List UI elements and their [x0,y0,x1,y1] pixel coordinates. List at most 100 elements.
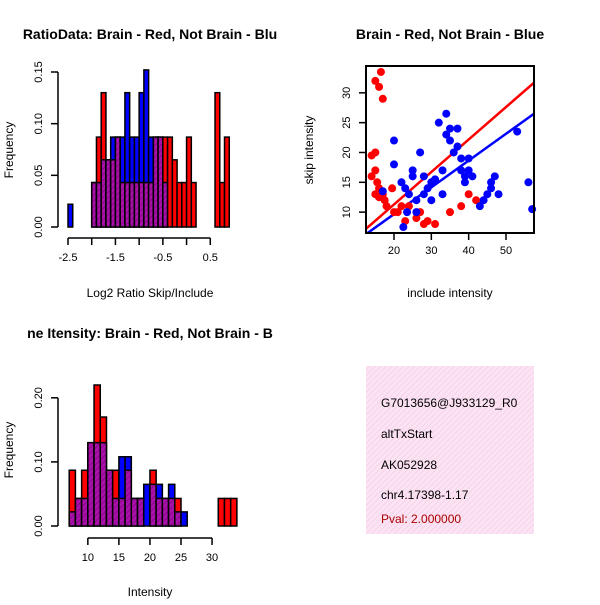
scatter-title: Brain - Red, Not Brain - Blue [356,26,544,42]
bar-not-brain [142,483,151,527]
point-not-brain [446,124,454,133]
point-not-brain [438,166,447,175]
bar-overlap [93,441,102,527]
point-not-brain [479,196,488,205]
x-tick-label: 50 [500,245,512,257]
point-not-brain [399,223,408,232]
bar-brain [214,91,221,228]
y-tick-label: 20 [341,146,353,158]
point-not-brain [427,196,436,205]
point-not-brain [460,172,469,181]
point-not-brain [390,136,398,145]
x-tick-label: 15 [113,552,125,564]
ratio-histogram-panel: RatioData: Brain - Red, Not Brain - Blu … [2,26,277,300]
point-not-brain [442,109,451,118]
bar-overlap [136,497,145,527]
point-not-brain [442,130,451,139]
x-tick-label: 30 [206,552,218,564]
point-not-brain [468,172,477,181]
point-brain [378,94,387,103]
point-not-brain [412,208,421,217]
intensity-histogram-y-axis: 0.00 0.10 0.20 [33,387,59,537]
bar-overlap [161,497,170,527]
intensity-histogram-panel: ne Itensity: Brain - Red, Not Brain - B … [2,325,273,599]
bar-brain [190,181,197,228]
point-not-brain [490,172,499,181]
y-tick-label: 0.20 [33,387,45,408]
point-not-brain [423,184,432,193]
point-not-brain [464,166,473,175]
y-tick-label: 10 [341,206,353,218]
point-not-brain [397,178,406,187]
info-location: chr4.17398-1.17 [381,488,469,502]
x-tick-label: -1.5 [106,252,125,264]
intensity-histogram-ylabel: Frequency [2,422,16,479]
point-brain [367,151,376,160]
y-tick-label: 0.10 [33,451,45,472]
y-tick-label: 0.00 [33,216,45,237]
bar-overlap [130,497,139,527]
point-not-brain [494,190,503,199]
bar-overlap [118,497,126,527]
point-not-brain [403,208,412,217]
x-tick-label: 25 [175,552,187,564]
point-not-brain [453,142,462,151]
bar-overlap [149,483,157,527]
bar-brain [223,136,231,228]
info-panel: G7013656@J933129_R0 altTxStart AK052928 … [366,366,534,534]
info-accession: AK052928 [381,458,437,472]
point-not-brain [412,196,421,205]
point-not-brain [434,118,443,127]
point-brain [388,184,397,193]
bar-overlap [174,511,182,527]
point-brain [431,220,440,229]
point-not-brain [390,160,398,169]
point-not-brain [460,178,469,187]
point-brain [419,220,428,229]
x-tick-label: 0.5 [203,252,218,264]
point-not-brain [449,148,458,157]
bar-overlap [87,441,95,527]
y-tick-label: 30 [341,87,353,99]
x-tick-label: 30 [425,245,437,257]
y-tick-label: 0.00 [33,515,45,536]
info-pval: Pval: 2.000000 [381,512,461,526]
ratio-histogram-y-axis: 0.00 0.05 0.10 0.15 [33,61,59,238]
y-tick-label: 0.15 [33,61,45,82]
ratio-histogram-bars [67,69,231,228]
bar-overlap [80,497,89,527]
y-tick-label: 25 [341,117,353,129]
bar-brain [217,497,226,527]
point-not-brain [464,154,473,163]
y-tick-label: 15 [341,176,353,188]
info-event-type: altTxStart [381,427,433,441]
ratio-histogram-title: RatioData: Brain - Red, Not Brain - Blu [23,26,277,42]
point-brain [375,193,384,202]
x-tick-label: 10 [82,552,94,564]
bar-not-brain [67,203,74,228]
point-not-brain [513,127,522,136]
point-brain [376,67,385,76]
point-not-brain [457,166,466,175]
bar-overlap [68,511,77,527]
point-not-brain [438,190,447,199]
x-tick-label: 40 [463,245,475,257]
point-not-brain [408,166,417,175]
bar-brain [229,497,238,527]
x-tick-label: 20 [388,245,400,257]
point-not-brain [524,178,533,187]
point-not-brain [416,148,425,157]
info-probe-id: G7013656@J933129_R0 [381,396,518,410]
bar-overlap [74,497,83,527]
point-not-brain [404,190,413,199]
point-not-brain [453,124,462,133]
ratio-histogram-ylabel: Frequency [2,122,16,179]
bar-not-brain [180,511,188,527]
bar-overlap [155,497,164,527]
scatter-ylabel: skip intensity [302,116,316,185]
point-not-brain [408,172,417,181]
point-not-brain [419,172,428,181]
point-not-brain [446,136,454,145]
point-not-brain [475,202,484,211]
